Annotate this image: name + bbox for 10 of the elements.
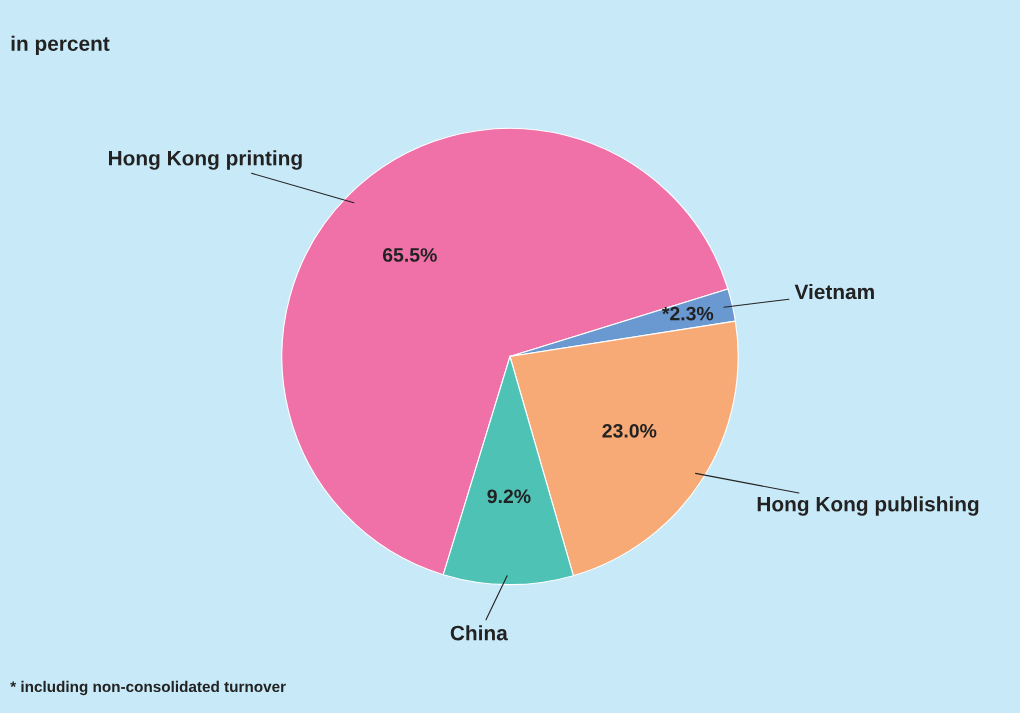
data-label: 65.5% <box>382 248 437 262</box>
text: * including non-consolidated turnover <box>10 680 286 696</box>
data-label: 9.2% <box>487 489 531 504</box>
slice-label: China <box>450 625 508 641</box>
slice-label: Hong Kong publishing <box>757 496 979 516</box>
data-label: *2.3% <box>661 306 714 321</box>
slice-label: Vietnam <box>794 283 874 300</box>
slice-label: Hong Kong printing <box>108 150 302 170</box>
data-label: 23.0% <box>602 423 657 438</box>
chart-title: in percent <box>11 35 110 56</box>
